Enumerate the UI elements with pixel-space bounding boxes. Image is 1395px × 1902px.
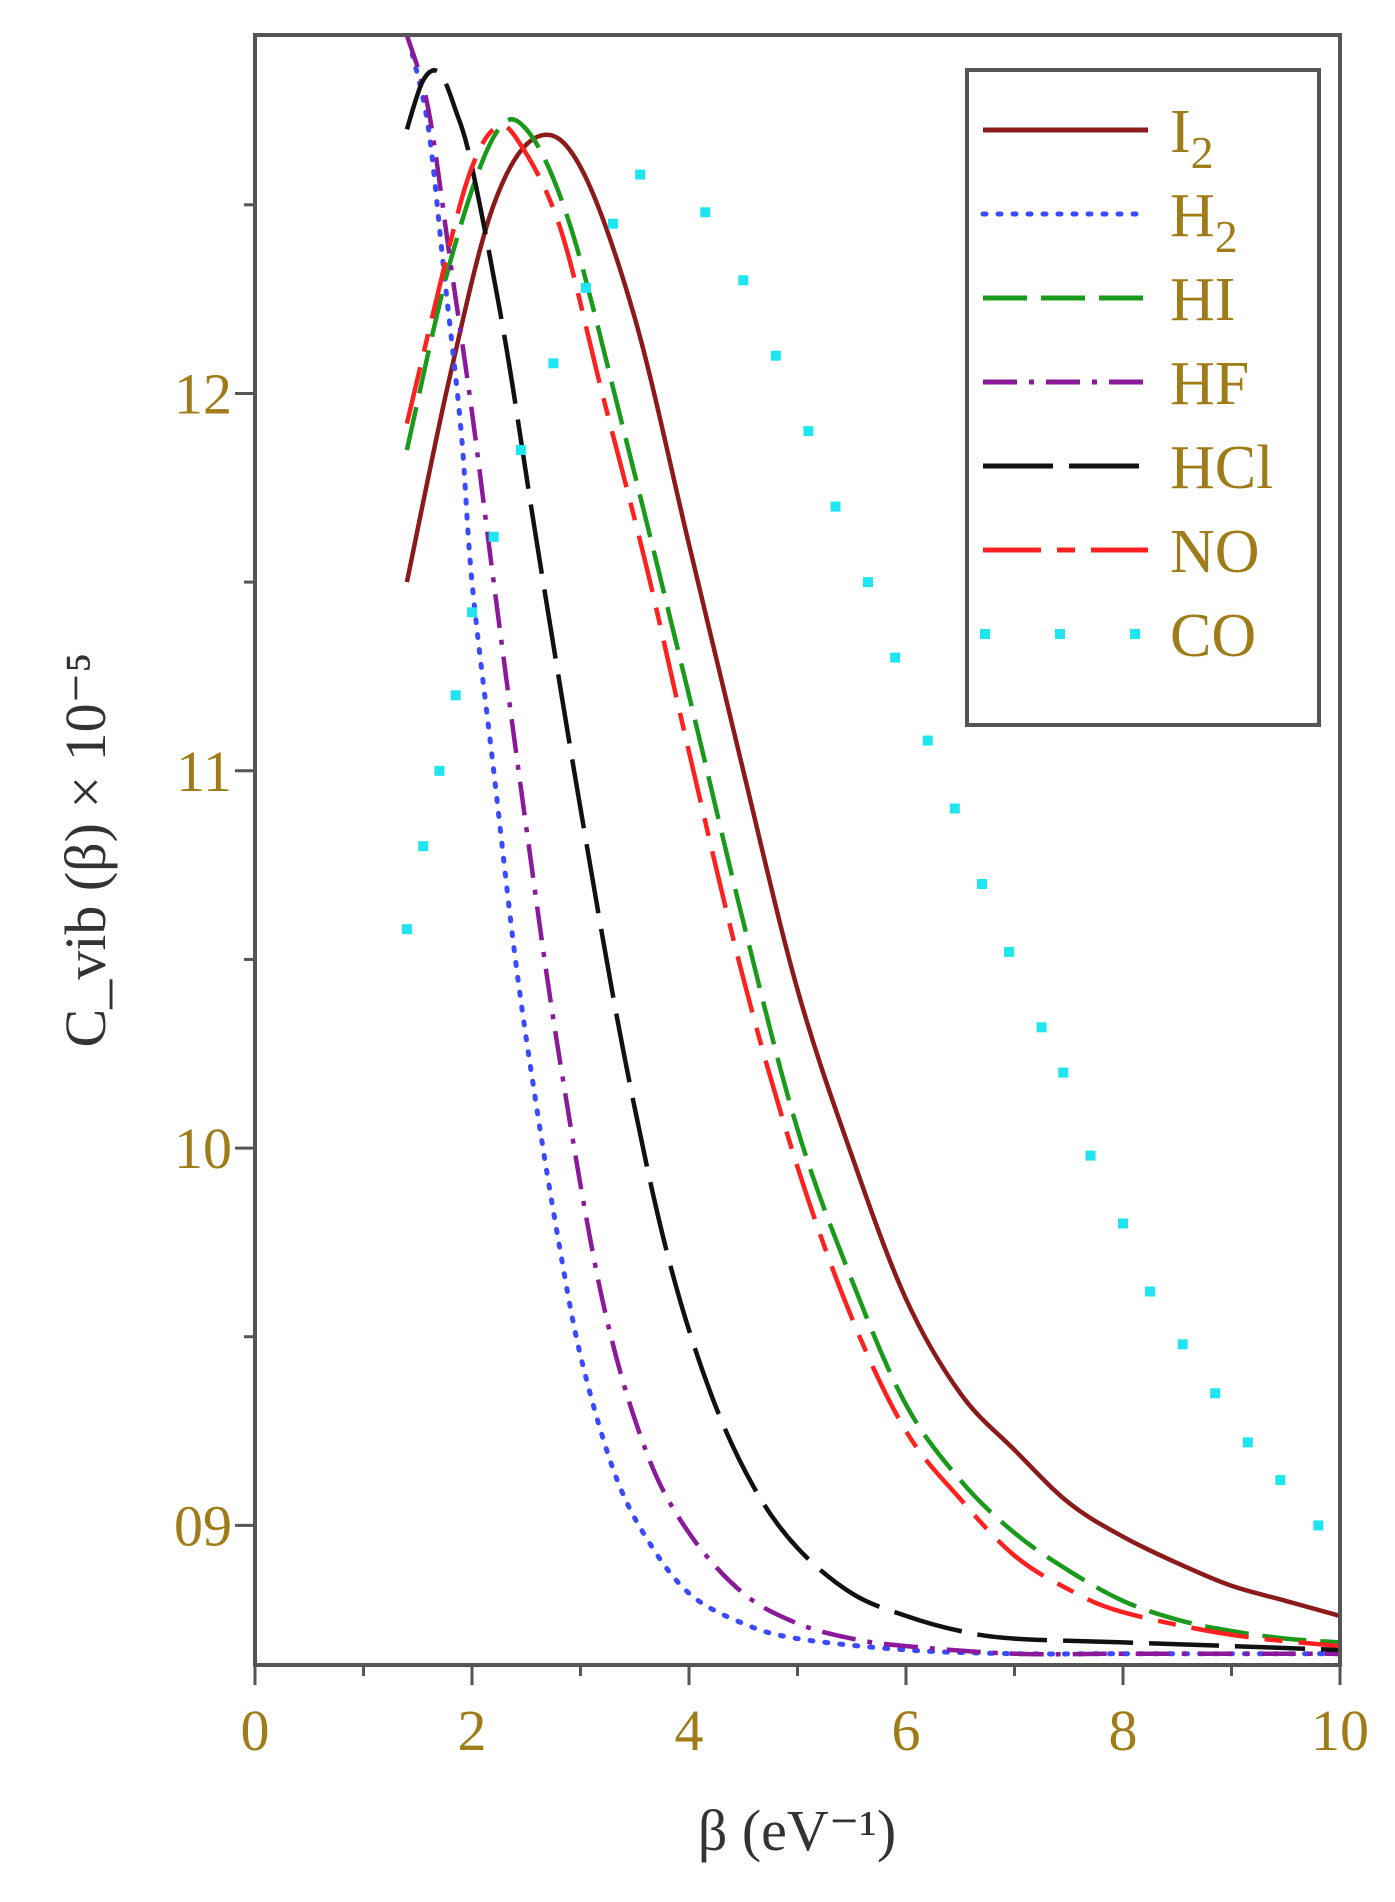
data-point-co bbox=[1118, 1218, 1128, 1229]
legend-entry-h2: H2 bbox=[980, 182, 1238, 262]
legend-box bbox=[965, 68, 1321, 727]
legend-swatch-co bbox=[1130, 629, 1140, 639]
y-tick-label: 09 bbox=[174, 1493, 232, 1558]
legend-entry-i2: I2 bbox=[983, 98, 1214, 178]
series-line-hf bbox=[404, 34, 1340, 1657]
data-point-co bbox=[1242, 1437, 1253, 1448]
legend-label-i2: I2 bbox=[1170, 98, 1214, 178]
data-point-co bbox=[450, 690, 461, 701]
data-point-co bbox=[580, 282, 591, 293]
series-layer bbox=[401, 34, 1343, 1657]
legend-entry-hf: HF bbox=[983, 350, 1249, 418]
x-tick-label: 2 bbox=[458, 1698, 487, 1763]
data-point-co bbox=[977, 879, 987, 889]
data-point-co bbox=[738, 275, 749, 286]
legend-label-no: NO bbox=[1170, 518, 1260, 586]
data-point-co bbox=[922, 735, 933, 746]
data-point-co bbox=[1058, 1067, 1069, 1078]
data-point-co bbox=[890, 652, 901, 663]
legend-label-hf: HF bbox=[1170, 350, 1249, 418]
series-line-no bbox=[404, 123, 1341, 1649]
data-point-co bbox=[803, 426, 814, 437]
legend-label-hcl: HCl bbox=[1170, 434, 1273, 502]
legend-entry-hcl: HCl bbox=[983, 434, 1273, 502]
series-line-i2 bbox=[404, 132, 1341, 1619]
data-point-co bbox=[700, 207, 711, 218]
x-tick-label: 10 bbox=[1311, 1698, 1369, 1763]
data-point-co bbox=[1313, 1520, 1324, 1531]
x-tick-label: 4 bbox=[675, 1698, 704, 1763]
data-point-co bbox=[548, 358, 559, 369]
data-point-co bbox=[1275, 1475, 1286, 1486]
ticks-layer bbox=[235, 203, 1342, 1685]
x-tick-label: 8 bbox=[1109, 1698, 1138, 1763]
series-co bbox=[401, 169, 1324, 1531]
legend-entry-hi: HI bbox=[983, 266, 1235, 334]
data-point-co bbox=[949, 803, 960, 814]
data-point-co bbox=[434, 765, 445, 776]
legend-entry-no: NO bbox=[983, 518, 1260, 586]
data-point-co bbox=[1210, 1388, 1221, 1399]
data-point-co bbox=[467, 607, 477, 618]
data-point-co bbox=[770, 350, 781, 361]
legend-swatch-co bbox=[980, 629, 990, 639]
legend-swatch-co bbox=[1055, 629, 1065, 639]
y-tick-label: 10 bbox=[174, 1116, 232, 1181]
y-tick-label: 11 bbox=[176, 739, 232, 804]
y-tick-label: 12 bbox=[174, 361, 232, 426]
x-axis-title: β (eV⁻¹) bbox=[698, 1798, 896, 1863]
data-point-co bbox=[1004, 946, 1015, 957]
legend-label-hi: HI bbox=[1170, 266, 1235, 334]
data-point-co bbox=[1085, 1150, 1096, 1161]
y-axis-title: C_vib (β) × 10⁻⁵ bbox=[53, 653, 118, 1048]
x-tick-label: 6 bbox=[892, 1698, 921, 1763]
series-line-hi bbox=[404, 117, 1341, 1645]
data-point-co bbox=[418, 841, 429, 852]
data-point-co bbox=[863, 577, 873, 588]
data-point-co bbox=[515, 445, 526, 455]
data-point-co bbox=[635, 169, 646, 180]
data-point-co bbox=[401, 924, 412, 935]
legend-entry-co: CO bbox=[980, 602, 1256, 670]
data-point-co bbox=[1177, 1339, 1188, 1350]
data-point-co bbox=[608, 218, 618, 229]
data-point-co bbox=[1036, 1022, 1047, 1033]
data-point-co bbox=[1145, 1286, 1156, 1297]
legend-label-h2: H2 bbox=[1170, 182, 1238, 262]
legend-label-co: CO bbox=[1170, 602, 1256, 670]
data-point-co bbox=[830, 501, 841, 512]
labels-layer: 0 2 4 6 8 10 09 10 11 12 bbox=[174, 361, 1369, 1763]
x-tick-label: 0 bbox=[241, 1698, 270, 1763]
data-point-co bbox=[488, 531, 499, 542]
